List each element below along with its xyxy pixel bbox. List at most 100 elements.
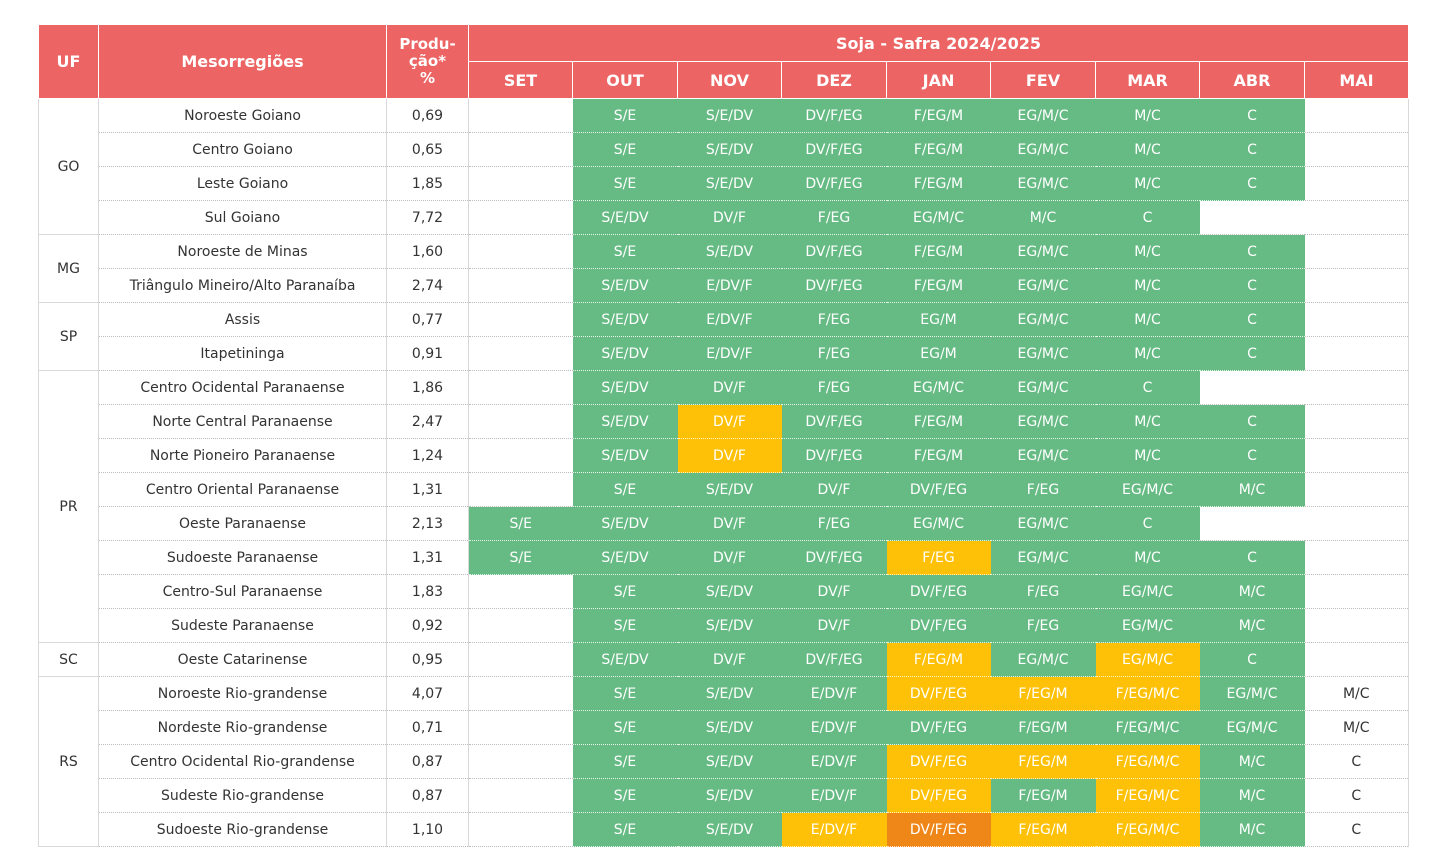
stage-cell-jan: F/EG/M	[886, 234, 991, 269]
mesorregiao-cell: Noroeste de Minas	[98, 234, 387, 269]
stage-cell-set	[468, 302, 573, 337]
producao-cell: 1,24	[386, 438, 469, 473]
stage-cell-nov: DV/F	[677, 370, 782, 405]
stage-cell-set	[468, 642, 573, 677]
stage-cell-dez: DV/F/EG	[781, 540, 887, 575]
producao-cell: 0,71	[386, 710, 469, 745]
table-row: Nordeste Rio-grandense 0,71 S/E S/E/DV E/DV/…	[39, 710, 1410, 745]
mesorregiao-cell: Assis	[98, 302, 387, 337]
stage-cell-jan: F/EG/M	[886, 132, 991, 167]
producao-cell: 2,47	[386, 404, 469, 439]
stage-cell-mai	[1304, 540, 1410, 575]
stage-cell-jan: F/EG/M	[886, 268, 991, 303]
stage-cell-out: S/E/DV	[572, 302, 678, 337]
month-header-abr: ABR	[1199, 61, 1305, 99]
table-body: GO Noroeste Goiano 0,69 S/E S/E/DV DV/F/EG F/E…	[38, 98, 1410, 847]
stage-cell-mai	[1304, 268, 1410, 303]
table-row: Leste Goiano 1,85 S/E S/E/DV DV/F/EG F/EG/M EG…	[39, 166, 1410, 201]
stage-cell-abr: C	[1199, 268, 1305, 303]
table-row: Centro-Sul Paranaense 1,83 S/E S/E/DV DV/F DV…	[39, 574, 1410, 609]
producao-cell: 2,13	[386, 506, 469, 541]
stage-cell-mar: M/C	[1095, 234, 1200, 269]
stage-cell-out: S/E/DV	[572, 336, 678, 371]
crop-season-header: Soja - Safra 2024/2025	[467, 24, 1410, 62]
table-row: Itapetininga 0,91 S/E/DV E/DV/F F/EG EG/M EG/M…	[39, 336, 1410, 371]
stage-cell-abr: C	[1199, 166, 1305, 201]
stage-cell-abr: M/C	[1199, 778, 1305, 813]
stage-cell-dez: DV/F	[781, 472, 887, 507]
mesorregiao-cell: Oeste Catarinense	[98, 642, 387, 677]
stage-cell-mai: C	[1304, 778, 1410, 813]
stage-cell-mar: F/EG/M/C	[1095, 812, 1200, 847]
stage-cell-mai	[1304, 98, 1410, 133]
stage-cell-dez: E/DV/F	[781, 778, 887, 813]
mesorregiao-cell: Norte Pioneiro Paranaense	[98, 438, 387, 473]
uf-cell: SC	[38, 642, 99, 677]
month-header-fev: FEV	[990, 61, 1096, 99]
stage-cell-jan: F/EG/M	[886, 98, 991, 133]
stage-cell-mai: C	[1304, 744, 1410, 779]
stage-cell-dez: E/DV/F	[781, 744, 887, 779]
table-row: Centro Goiano 0,65 S/E S/E/DV DV/F/EG F/EG/M E…	[39, 132, 1410, 167]
stage-cell-nov: E/DV/F	[677, 268, 782, 303]
producao-cell: 0,91	[386, 336, 469, 371]
stage-cell-mai	[1304, 404, 1410, 439]
producao-header-line1: Produ-	[399, 35, 456, 53]
stage-cell-nov: S/E/DV	[677, 744, 782, 779]
table-row: Oeste Paranaense 2,13 S/E S/E/DV DV/F F/EG EG/…	[39, 506, 1410, 541]
stage-cell-fev: EG/M/C	[990, 268, 1096, 303]
stage-cell-mar: M/C	[1095, 302, 1200, 337]
stage-cell-abr: M/C	[1199, 574, 1305, 609]
stage-cell-jan: EG/M	[886, 336, 991, 371]
stage-cell-nov: DV/F	[677, 438, 782, 473]
stage-cell-nov: DV/F	[677, 200, 782, 235]
stage-cell-set	[468, 404, 573, 439]
stage-cell-abr: M/C	[1199, 608, 1305, 643]
stage-cell-fev: F/EG	[990, 608, 1096, 643]
stage-cell-mar: M/C	[1095, 98, 1200, 133]
stage-cell-jan: DV/F/EG	[886, 744, 991, 779]
stage-cell-fev: EG/M/C	[990, 302, 1096, 337]
stage-cell-out: S/E	[572, 778, 678, 813]
stage-cell-out: S/E	[572, 132, 678, 167]
stage-cell-abr: M/C	[1199, 472, 1305, 507]
producao-cell: 1,83	[386, 574, 469, 609]
stage-cell-fev: F/EG/M	[990, 676, 1096, 711]
stage-cell-mai	[1304, 302, 1410, 337]
stage-cell-nov: S/E/DV	[677, 778, 782, 813]
stage-cell-dez: F/EG	[781, 370, 887, 405]
table-row: Sudeste Paranaense 0,92 S/E S/E/DV DV/F DV/F/…	[39, 608, 1410, 643]
producao-cell: 1,86	[386, 370, 469, 405]
stage-cell-out: S/E	[572, 676, 678, 711]
stage-cell-out: S/E/DV	[572, 268, 678, 303]
mesorregiao-cell: Centro Goiano	[98, 132, 387, 167]
stage-cell-nov: S/E/DV	[677, 710, 782, 745]
stage-cell-set	[468, 608, 573, 643]
producao-cell: 1,10	[386, 812, 469, 847]
month-header-mar: MAR	[1095, 61, 1200, 99]
mesorregiao-cell: Centro-Sul Paranaense	[98, 574, 387, 609]
stage-cell-fev: EG/M/C	[990, 438, 1096, 473]
stage-cell-mar: C	[1095, 506, 1200, 541]
table-row: PR Centro Ocidental Paranaense 1,86 S/E/DV D…	[38, 370, 1410, 643]
stage-cell-abr: C	[1199, 438, 1305, 473]
mesorregiao-cell: Itapetininga	[98, 336, 387, 371]
stage-cell-out: S/E	[572, 608, 678, 643]
mesorregioes-header: Mesorregiões	[98, 24, 387, 99]
producao-header-line2: ção*	[408, 52, 447, 70]
stage-cell-abr: C	[1199, 234, 1305, 269]
stage-cell-jan: EG/M	[886, 302, 991, 337]
stage-cell-out: S/E	[572, 812, 678, 847]
month-header-set: SET	[468, 61, 573, 99]
stage-cell-dez: DV/F/EG	[781, 268, 887, 303]
stage-cell-dez: E/DV/F	[781, 710, 887, 745]
stage-cell-dez: DV/F	[781, 608, 887, 643]
producao-cell: 0,87	[386, 778, 469, 813]
stage-cell-jan: F/EG/M	[886, 438, 991, 473]
stage-cell-jan: DV/F/EG	[886, 608, 991, 643]
stage-cell-jan: DV/F/EG	[886, 676, 991, 711]
producao-cell: 1,31	[386, 540, 469, 575]
table-row: GO Noroeste Goiano 0,69 S/E S/E/DV DV/F/EG F/E…	[38, 98, 1410, 235]
stage-cell-fev: M/C	[990, 200, 1096, 235]
stage-cell-nov: S/E/DV	[677, 812, 782, 847]
